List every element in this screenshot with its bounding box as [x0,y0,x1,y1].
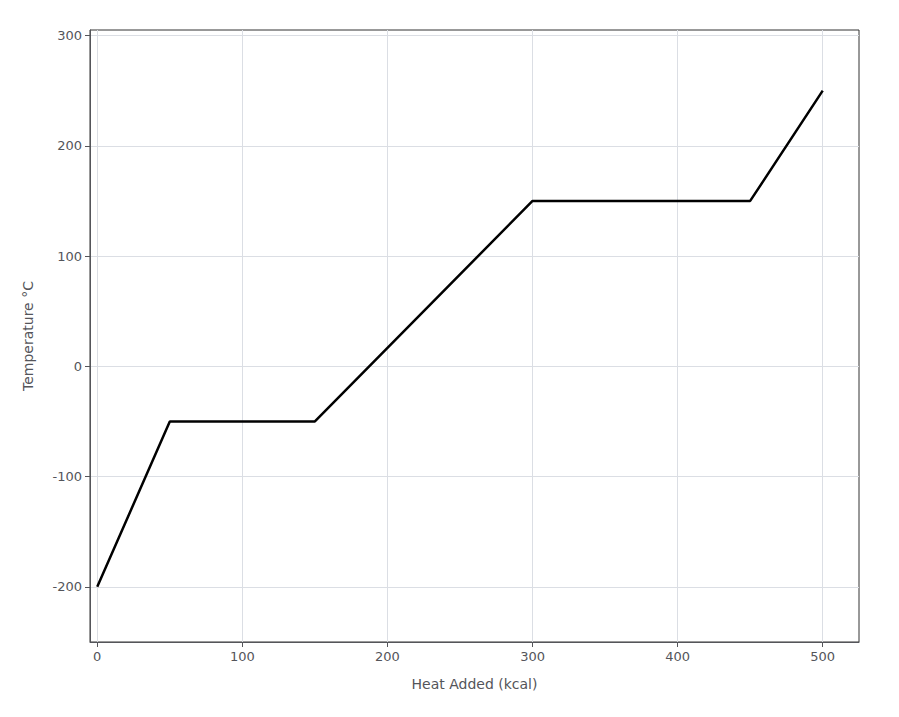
svg-text:-100: -100 [52,469,82,484]
svg-text:Temperature °C: Temperature °C [20,281,36,392]
svg-text:500: 500 [810,649,835,664]
svg-text:400: 400 [665,649,690,664]
svg-text:300: 300 [520,649,545,664]
svg-text:-200: -200 [52,579,82,594]
svg-text:0: 0 [93,649,101,664]
svg-text:Heat Added (kcal): Heat Added (kcal) [412,676,538,692]
svg-text:100: 100 [230,649,255,664]
svg-text:300: 300 [57,28,82,43]
svg-text:0: 0 [74,359,82,374]
svg-text:200: 200 [57,138,82,153]
svg-text:100: 100 [57,249,82,264]
svg-text:200: 200 [375,649,400,664]
